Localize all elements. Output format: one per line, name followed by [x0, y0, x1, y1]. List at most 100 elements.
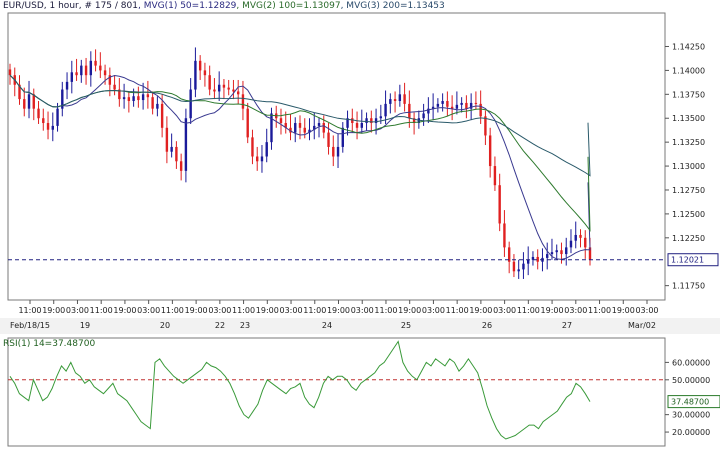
- candle-body: [517, 269, 520, 272]
- time-tick-label: 03:00: [137, 306, 160, 315]
- candle-body: [189, 89, 192, 119]
- candle-body: [379, 116, 383, 119]
- candle-body: [37, 108, 40, 119]
- mvg100-label: , MVG(2) 100=1.13097: [236, 1, 341, 11]
- symbol-label: EUR/USD: [3, 1, 44, 11]
- rsi-current-label: 37.48700: [671, 398, 709, 407]
- candle-body: [370, 118, 373, 124]
- candle-body: [23, 99, 26, 109]
- candle-body: [70, 72, 74, 82]
- candle-body: [403, 94, 406, 104]
- candle-body: [441, 101, 444, 104]
- candle-body: [550, 252, 554, 255]
- candle-body: [422, 113, 425, 119]
- candle-body: [198, 60, 202, 71]
- candle-body: [560, 250, 563, 255]
- candle-body: [431, 106, 435, 109]
- candle-body: [555, 250, 558, 253]
- candle-body: [408, 103, 411, 119]
- rsi-ytick-label: 50.00000: [672, 376, 710, 385]
- candle-body: [122, 97, 126, 100]
- candle-body: [146, 94, 150, 98]
- time-tick-label: 03:00: [66, 306, 89, 315]
- candle-body: [241, 94, 245, 109]
- candle-body: [436, 103, 440, 107]
- candle-body: [256, 156, 259, 162]
- date-label: Feb/18/15: [10, 321, 50, 330]
- time-tick-label: 11:00: [303, 306, 326, 315]
- candle-body: [141, 94, 145, 101]
- candle-body: [127, 97, 131, 102]
- candle-body: [446, 101, 449, 107]
- candle-body: [479, 103, 482, 117]
- rsi-panel-frame: [7, 337, 666, 447]
- candle-body: [103, 70, 107, 76]
- price-panel-frame: [7, 12, 666, 301]
- price-ytick-label: 1.13500: [672, 114, 705, 123]
- candle-body: [8, 69, 12, 76]
- mvg50-label: , MVG(1) 50=1.12829: [137, 1, 237, 11]
- candle-body: [56, 108, 59, 126]
- candle-body: [265, 142, 268, 157]
- time-tick-label: 03:00: [422, 306, 445, 315]
- candle-body: [336, 146, 340, 157]
- candle-body: [522, 263, 525, 270]
- candle-body: [536, 256, 539, 262]
- candle-body: [279, 118, 283, 124]
- candle-body: [303, 127, 306, 133]
- price-ytick-label: 1.11750: [672, 282, 705, 291]
- candle-body: [236, 91, 240, 95]
- rsi-ytick-label: 30.00000: [672, 411, 710, 420]
- candle-body: [460, 102, 463, 105]
- time-tick-label: 19:00: [398, 306, 421, 315]
- candle-body: [270, 113, 273, 143]
- current-price-label: 1.12021: [671, 256, 704, 265]
- time-tick-label: 03:00: [351, 306, 374, 315]
- candle-body: [374, 118, 378, 124]
- bar-count-label: , # 175 / 801: [78, 1, 138, 11]
- candle-body: [251, 137, 254, 157]
- rsi-current-box: [667, 395, 720, 409]
- candle-body: [170, 146, 173, 152]
- candle-body: [493, 166, 497, 186]
- candle-body: [179, 161, 183, 171]
- mvg50-line: [9, 74, 591, 260]
- time-tick-label: 19:00: [612, 306, 635, 315]
- candle-body: [94, 60, 97, 66]
- time-tick-label: 19:00: [256, 306, 279, 315]
- time-tick-label: 03:00: [208, 306, 231, 315]
- candle-body: [27, 94, 31, 109]
- candle-body: [389, 99, 392, 104]
- date-label: 24: [322, 321, 332, 330]
- time-tick-label: 19:00: [42, 306, 65, 315]
- candle-body: [384, 103, 387, 117]
- time-tick-label: 11:00: [517, 306, 540, 315]
- rsi-ytick-label: 60.00000: [672, 358, 710, 367]
- candle-body: [160, 103, 164, 128]
- candle-body: [327, 132, 330, 147]
- time-tick-label: 19:00: [469, 306, 492, 315]
- price-ytick-label: 1.13750: [672, 90, 705, 99]
- candle-body: [398, 94, 402, 102]
- candle-body: [46, 123, 50, 130]
- candle-body: [208, 75, 211, 90]
- date-label: 26: [482, 321, 492, 330]
- candle-body: [317, 123, 321, 126]
- candle-body: [260, 156, 264, 162]
- time-tick-label: 11:00: [161, 306, 184, 315]
- candle-body: [32, 94, 35, 109]
- candle-body: [108, 75, 112, 85]
- candle-body: [365, 118, 368, 124]
- candle-body: [289, 127, 292, 133]
- time-tick-label: 11:00: [90, 306, 113, 315]
- candle-body: [61, 89, 64, 109]
- candle-body: [18, 84, 21, 100]
- price-ytick-label: 1.12500: [672, 210, 705, 219]
- candle-body: [213, 89, 216, 92]
- candle-body: [322, 123, 325, 133]
- candle-body: [531, 256, 535, 260]
- current-price-box: [667, 253, 719, 267]
- time-tick-label: 03:00: [635, 306, 658, 315]
- time-tick-label: 19:00: [541, 306, 564, 315]
